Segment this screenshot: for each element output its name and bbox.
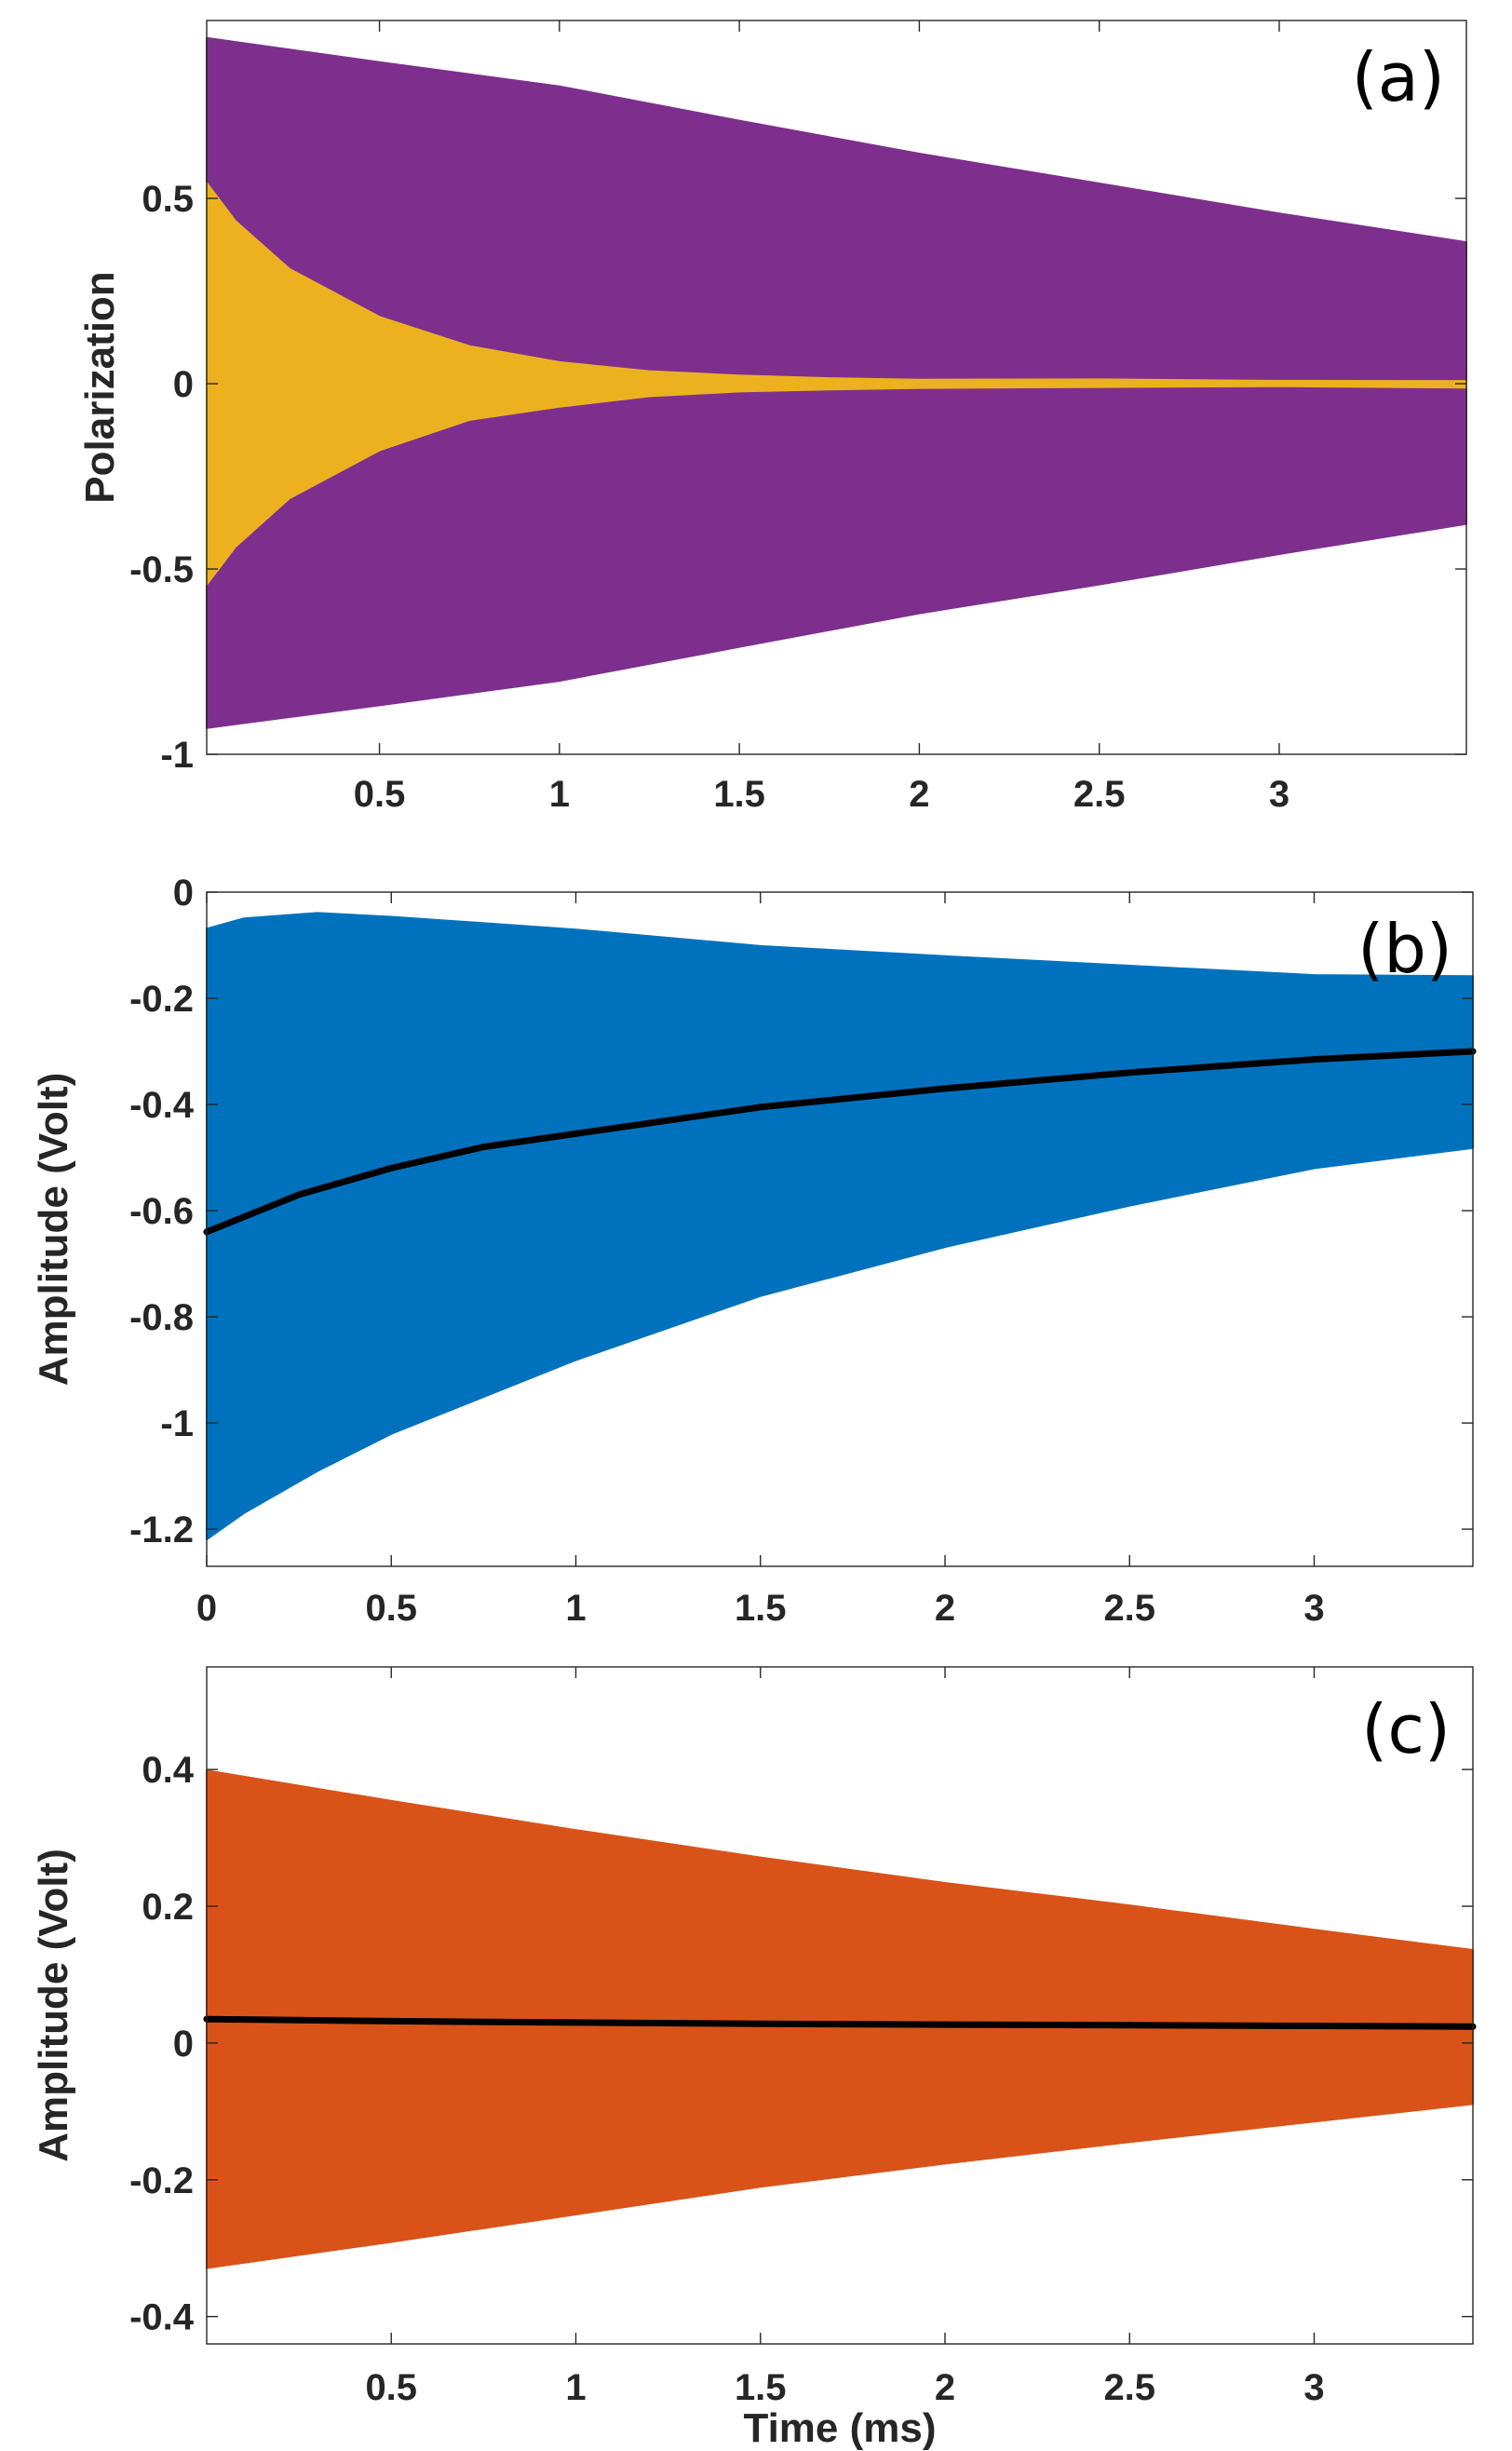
y-axis-title: Amplitude (Volt)	[31, 1073, 76, 1386]
y-axis-title: Polarization	[77, 271, 123, 503]
series-mean-signal-point	[1311, 2023, 1317, 2029]
series-mean-signal-point	[573, 1130, 579, 1137]
x-tick-label: 3	[1303, 2367, 1324, 2408]
y-tick-label: -0.5	[129, 549, 194, 590]
series-mean-signal-point	[757, 2020, 764, 2027]
y-tick-label: -0.4	[129, 2297, 195, 2338]
x-axis-title: Time (ms)	[743, 2405, 936, 2451]
x-tick-label: 2.5	[1103, 2367, 1155, 2408]
series-mean-signal-point	[757, 1104, 764, 1111]
x-tick-label: 2	[909, 774, 929, 815]
y-tick-label: -1	[160, 735, 194, 776]
series-mean-signal-line	[203, 1048, 1477, 1236]
y-tick-label: 0.4	[142, 1750, 194, 1791]
series-mean-signal-point	[1126, 2022, 1133, 2029]
y-tick-label: -0.6	[129, 1191, 194, 1232]
x-tick-label: 0.5	[365, 1588, 417, 1629]
y-tick-label: -0.8	[129, 1297, 194, 1338]
axes-frame	[206, 20, 1467, 755]
series-mean-signal-line	[203, 2015, 1477, 2030]
axes-frame	[206, 891, 1474, 1567]
series-mean-signal-point	[1311, 1056, 1317, 1063]
series-mean-signal-point	[941, 2021, 949, 2028]
x-tick-label: 1.5	[735, 1588, 787, 1629]
series-mean-signal-point	[573, 2019, 579, 2026]
series-mean-signal-point	[387, 2017, 395, 2024]
panel-a-chart: 0.5 1 1.5 2 2.5 3 -1 -0.5 0 0.5 Polarization (a)	[77, 20, 1467, 815]
series-mean-signal-point	[295, 1191, 303, 1198]
panel-c-chart: 0.5 1 1.5 2 2.5 3 -0.4 -0.2 0 0.2 0.4 Amplitude (Vo…	[31, 1666, 1477, 2451]
panel-label: (b)	[1357, 910, 1452, 988]
x-tick-label: 1.5	[735, 2367, 787, 2408]
y-tick-label: 0	[173, 873, 194, 914]
y-tick-label: -0.2	[129, 979, 194, 1020]
series-mean-signal-point	[387, 1164, 395, 1171]
x-tick-label: 0.5	[365, 2367, 417, 2408]
x-tick-label: 1.5	[713, 774, 765, 815]
series-mean-signal-point	[479, 1144, 487, 1151]
x-tick-label: 2	[935, 2367, 955, 2408]
panel-label: (c)	[1361, 1690, 1451, 1768]
y-tick-label: -1	[160, 1403, 194, 1444]
x-tick-label: 2.5	[1073, 774, 1126, 815]
y-tick-label: -0.4	[129, 1085, 195, 1126]
x-tick-label: 2	[935, 1588, 955, 1629]
y-tick-label: 0	[173, 2024, 194, 2065]
panel-label: (a)	[1352, 38, 1445, 116]
series-mean-signal-point	[1126, 1069, 1133, 1077]
series-mean-signal-point	[941, 1085, 949, 1092]
x-tick-label: 0.5	[354, 774, 406, 815]
x-tick-label: 3	[1269, 774, 1289, 815]
x-tick-label: 1	[565, 1588, 586, 1629]
y-tick-label: 0.2	[142, 1887, 194, 1928]
x-tick-label: 0	[196, 1588, 217, 1629]
y-tick-label: 0.5	[142, 179, 194, 220]
y-tick-label: -1.2	[129, 1510, 194, 1550]
x-tick-label: 3	[1303, 1588, 1324, 1629]
x-tick-label: 1	[549, 774, 570, 815]
y-tick-label: 0	[173, 364, 194, 405]
panel-b-chart: 0 0.5 1 1.5 2 2.5 3 -1.2 -1 -0.8 -0.6 -0.4 -0.2 0 Ampl…	[31, 873, 1477, 1629]
y-axis-title: Amplitude (Volt)	[31, 1848, 76, 2161]
x-tick-label: 2.5	[1103, 1588, 1155, 1629]
x-tick-label: 1	[565, 2367, 586, 2408]
y-tick-label: -0.2	[129, 2160, 194, 2201]
axes-frame	[206, 1666, 1474, 2345]
